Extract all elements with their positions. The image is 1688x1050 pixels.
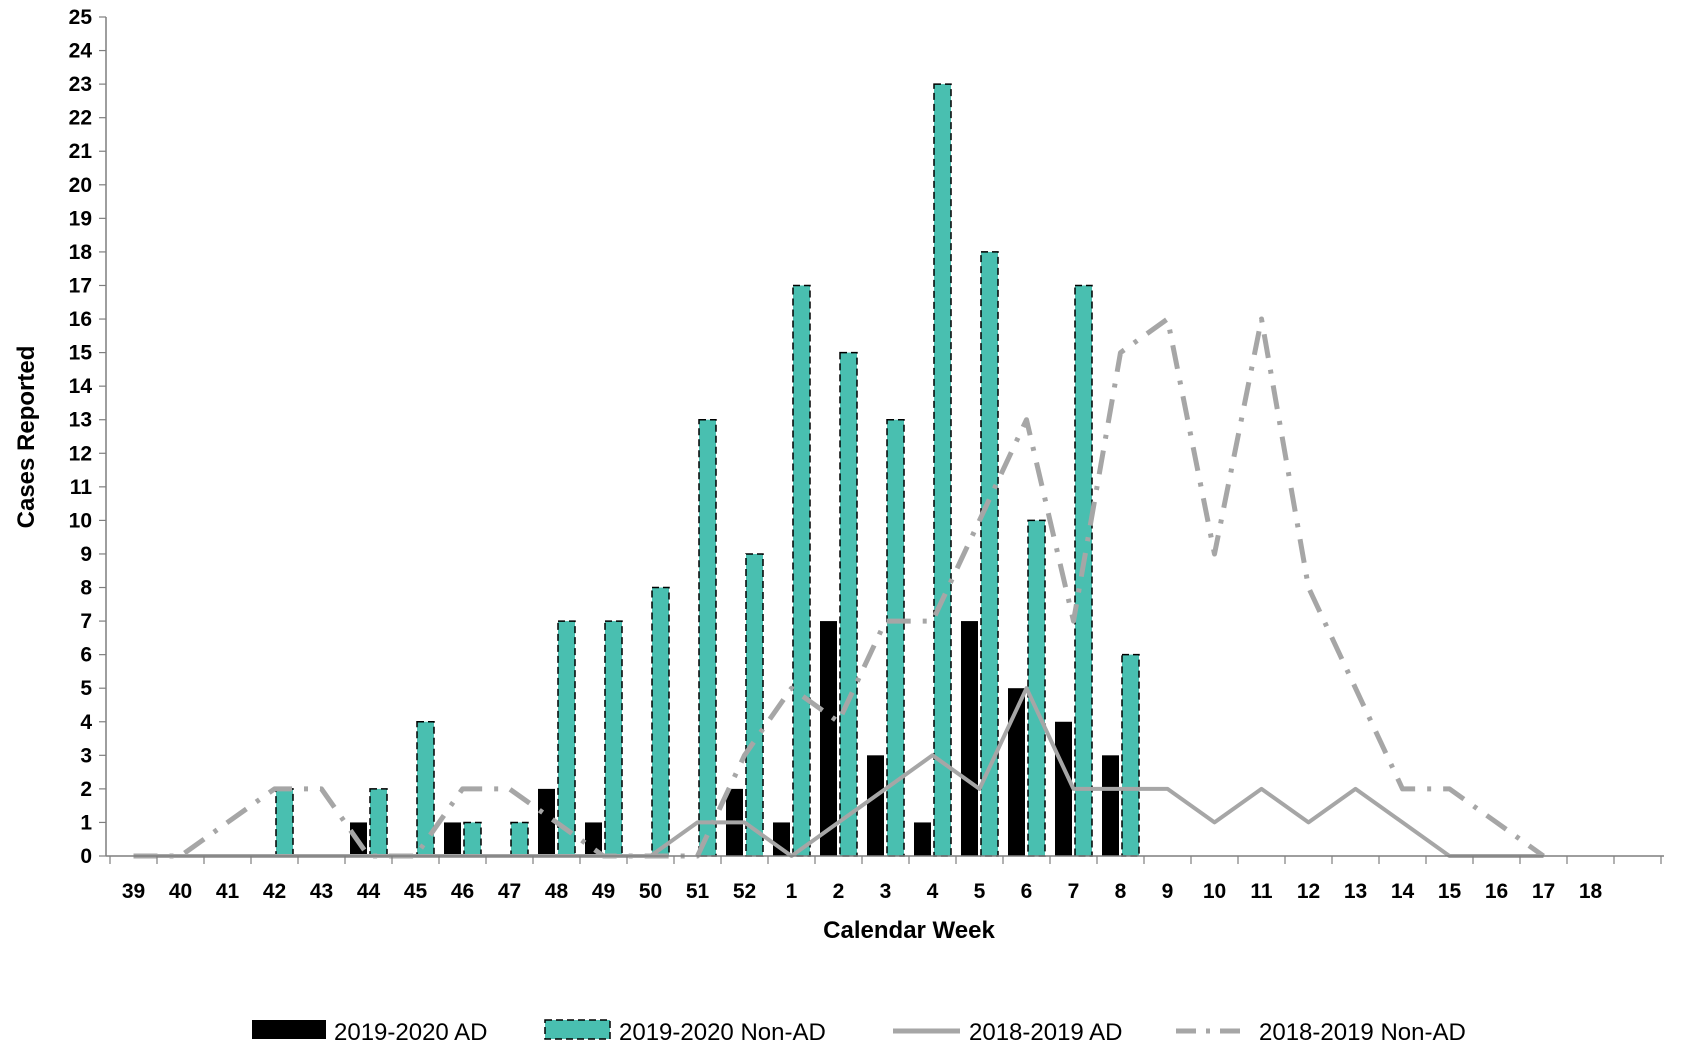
y-tick-label: 0 xyxy=(80,845,92,868)
y-tick-label: 3 xyxy=(80,744,92,767)
bar-2019-2020-non-ad xyxy=(557,620,576,857)
x-tick-label: 15 xyxy=(1438,880,1462,903)
y-tick-label: 25 xyxy=(69,6,93,29)
x-tick-label: 16 xyxy=(1485,880,1508,903)
y-tick-label: 15 xyxy=(69,342,93,365)
line-2018-2019-ad xyxy=(133,686,1544,858)
x-tick-label: 41 xyxy=(216,880,240,903)
bar-2019-2020-non-ad xyxy=(275,788,294,857)
bar-2019-2020-non-ad xyxy=(1027,519,1046,857)
x-tick-label: 44 xyxy=(357,880,381,903)
bar-2019-2020-non-ad xyxy=(886,418,905,857)
x-tick-label: 50 xyxy=(639,880,662,903)
legend-label-2019-2020-ad: 2019-2020 AD xyxy=(334,1019,487,1045)
x-tick-label: 13 xyxy=(1344,880,1367,903)
y-tick-label: 19 xyxy=(69,207,92,230)
bar-2019-2020-non-ad xyxy=(792,284,811,857)
y-tick-label: 13 xyxy=(69,409,92,432)
x-tick-label: 2 xyxy=(833,880,845,903)
bar-2019-2020-ad xyxy=(1008,688,1025,856)
y-tick-label: 16 xyxy=(69,308,92,331)
x-axis-title: Calendar Week xyxy=(823,917,995,944)
bar-2019-2020-non-ad xyxy=(839,351,858,857)
y-tick-label: 2 xyxy=(80,778,92,801)
x-tick-label: 49 xyxy=(592,880,615,903)
bar-2019-2020-non-ad xyxy=(933,83,952,857)
x-tick-label: 43 xyxy=(310,880,333,903)
x-tick-label: 17 xyxy=(1532,880,1555,903)
line-2018-2019-non-ad xyxy=(133,316,1545,859)
y-tick-label: 6 xyxy=(80,644,92,667)
y-tick-label: 1 xyxy=(80,811,92,834)
x-tick-label: 40 xyxy=(169,880,192,903)
x-tick-label: 52 xyxy=(733,880,756,903)
legend-swatch-2019-2020-ad xyxy=(252,1020,326,1039)
y-tick-label: 4 xyxy=(80,711,92,734)
x-tick-label: 1 xyxy=(786,880,798,903)
y-tick-label: 23 xyxy=(69,73,92,96)
x-tick-label: 14 xyxy=(1391,880,1415,903)
bar-2019-2020-non-ad xyxy=(604,620,623,857)
bar-2019-2020-non-ad xyxy=(1121,653,1140,857)
y-tick-label: 18 xyxy=(69,241,93,264)
lines-layer xyxy=(133,316,1545,859)
x-tick-label: 51 xyxy=(686,880,710,903)
legend-label-2018-2019-ad: 2018-2019 AD xyxy=(969,1019,1122,1045)
x-tick-label: 7 xyxy=(1068,880,1080,903)
bar-2019-2020-ad xyxy=(914,822,931,856)
y-tick-label: 20 xyxy=(69,174,92,197)
legend-label-2018-2019-non-ad: 2018-2019 Non-AD xyxy=(1259,1019,1466,1045)
y-tick-label: 22 xyxy=(69,107,92,130)
y-tick-label: 24 xyxy=(69,40,93,63)
x-tick-label: 48 xyxy=(545,880,569,903)
y-tick-label: 17 xyxy=(69,274,92,297)
x-tick-label: 4 xyxy=(927,880,939,903)
x-tick-label: 42 xyxy=(263,880,286,903)
bar-2019-2020-ad xyxy=(867,755,884,856)
bar-2019-2020-non-ad xyxy=(651,586,670,857)
legend-swatch-2019-2020-non-ad xyxy=(544,1019,611,1040)
y-tick-label: 7 xyxy=(80,610,92,633)
bar-2019-2020-non-ad xyxy=(510,821,529,857)
x-tick-label: 46 xyxy=(451,880,474,903)
bar-2019-2020-ad xyxy=(444,822,461,856)
bar-2019-2020-ad xyxy=(1055,721,1072,856)
x-tick-label: 10 xyxy=(1203,880,1226,903)
x-tick-label: 39 xyxy=(122,880,145,903)
bar-2019-2020-non-ad xyxy=(745,553,764,857)
x-tick-label: 8 xyxy=(1115,880,1127,903)
x-tick-label: 12 xyxy=(1297,880,1320,903)
bar-2019-2020-non-ad xyxy=(698,418,717,857)
bar-2019-2020-non-ad xyxy=(369,788,388,857)
axes-layer: 0123456789101112131415161718192021222324… xyxy=(69,6,1664,903)
x-tick-label: 9 xyxy=(1162,880,1174,903)
y-tick-label: 11 xyxy=(70,476,93,499)
bar-2019-2020-ad xyxy=(585,822,602,856)
bar-2019-2020-ad xyxy=(961,621,978,856)
bar-2019-2020-ad xyxy=(1102,755,1119,856)
y-tick-label: 21 xyxy=(69,140,93,163)
legend-label-2019-2020-non-ad: 2019-2020 Non-AD xyxy=(619,1019,826,1045)
x-tick-label: 45 xyxy=(404,880,428,903)
y-tick-label: 8 xyxy=(80,577,92,600)
bar-2019-2020-ad xyxy=(820,621,837,856)
x-tick-label: 5 xyxy=(974,880,986,903)
y-tick-label: 5 xyxy=(80,677,92,700)
x-tick-label: 18 xyxy=(1579,880,1603,903)
x-tick-label: 11 xyxy=(1250,880,1273,903)
y-tick-label: 14 xyxy=(69,375,93,398)
legend: 2019-2020 AD 2019-2020 Non-AD 2018-2019 AD… xyxy=(252,1019,1466,1046)
y-axis-title: Cases Reported xyxy=(13,346,40,529)
x-tick-label: 3 xyxy=(880,880,892,903)
bars-layer xyxy=(275,83,1140,857)
y-tick-label: 9 xyxy=(80,543,92,566)
x-tick-label: 6 xyxy=(1021,880,1033,903)
x-tick-label: 47 xyxy=(498,880,521,903)
bar-2019-2020-non-ad xyxy=(463,821,482,857)
y-tick-label: 12 xyxy=(69,442,92,465)
bar-2019-2020-ad xyxy=(538,788,555,856)
y-tick-label: 10 xyxy=(69,509,92,532)
